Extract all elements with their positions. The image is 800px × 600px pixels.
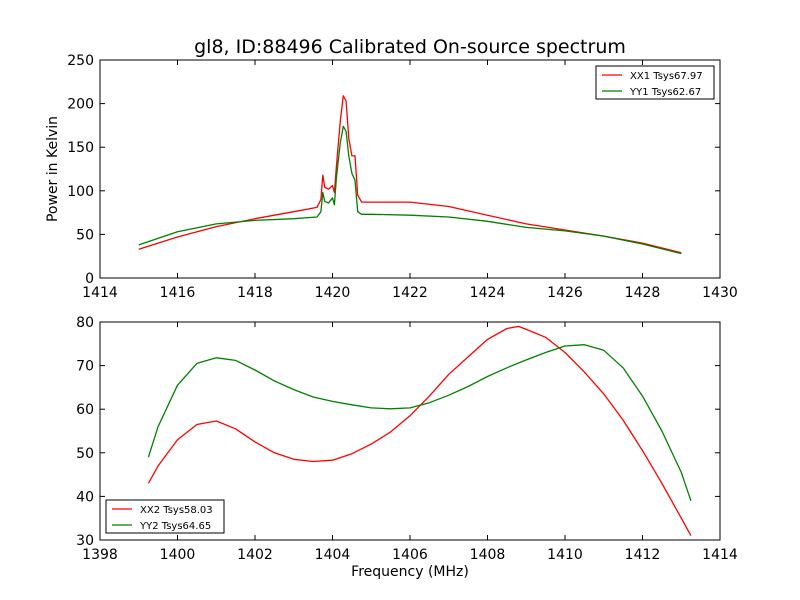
x-tick-label: 1400 bbox=[160, 547, 196, 563]
x-tick-label: 1428 bbox=[625, 285, 661, 301]
x-tick-label: 1412 bbox=[625, 547, 661, 563]
x-tick-label: 1398 bbox=[82, 547, 118, 563]
series-line-1 bbox=[138, 95, 682, 254]
y-tick-label: 80 bbox=[76, 315, 94, 331]
series-line-1 bbox=[147, 325, 692, 536]
y-tick-label: 150 bbox=[67, 140, 94, 156]
x-tick-label: 1424 bbox=[470, 285, 506, 301]
legend-label-2: YY2 Tsys64.65 bbox=[139, 521, 211, 532]
y-tick-label: 50 bbox=[76, 446, 94, 462]
y-tick-label: 30 bbox=[76, 533, 94, 549]
legend-label-2: YY1 Tsys62.67 bbox=[629, 87, 701, 98]
y-tick-label: 50 bbox=[76, 227, 94, 243]
x-tick-label: 1406 bbox=[392, 547, 428, 563]
x-tick-label: 1410 bbox=[547, 547, 583, 563]
legend-label-1: XX1 Tsys67.97 bbox=[630, 71, 703, 82]
x-tick-label: 1414 bbox=[702, 547, 738, 563]
bottom-plot: 1398 1400 1402 1404 1406 1408 1410 1412 1414 30 40… bbox=[76, 315, 738, 580]
y-tick-label: 0 bbox=[85, 271, 94, 287]
y-tick-label: 100 bbox=[67, 184, 94, 200]
x-axis-label: Frequency (MHz) bbox=[351, 564, 469, 580]
chart-title: gl8, ID:88496 Calibrated On-source spect… bbox=[194, 36, 626, 58]
series-line-2 bbox=[138, 125, 682, 255]
y-tick-label: 60 bbox=[76, 402, 94, 418]
y-tick-label: 250 bbox=[67, 53, 94, 69]
legend-label-1: XX2 Tsys58.03 bbox=[140, 505, 213, 516]
y-tick-label: 200 bbox=[67, 97, 94, 113]
x-tick-label: 1416 bbox=[160, 285, 196, 301]
series-line-2 bbox=[147, 344, 692, 502]
x-tick-label: 1408 bbox=[470, 547, 506, 563]
x-tick-label: 1420 bbox=[315, 285, 351, 301]
x-tick-label: 1426 bbox=[547, 285, 583, 301]
y-tick-label: 70 bbox=[76, 359, 94, 375]
y-tick-label: 40 bbox=[76, 489, 94, 505]
x-tick-label: 1414 bbox=[82, 285, 118, 301]
legend: XX1 Tsys67.97 YY1 Tsys62.67 bbox=[595, 65, 715, 100]
x-tick-label: 1402 bbox=[237, 547, 273, 563]
x-tick-label: 1422 bbox=[392, 285, 428, 301]
y-axis-label: Power in Kelvin bbox=[45, 116, 61, 222]
x-tick-label: 1430 bbox=[702, 285, 738, 301]
x-tick-label: 1418 bbox=[237, 285, 273, 301]
legend: XX2 Tsys58.03 YY2 Tsys64.65 bbox=[105, 499, 225, 534]
legend-box bbox=[105, 499, 225, 534]
legend-box bbox=[595, 65, 715, 100]
x-tick-label: 1404 bbox=[315, 547, 351, 563]
top-plot: 1414 1416 1418 1420 1422 1424 1426 1428 1430 0 50 1… bbox=[45, 53, 738, 301]
